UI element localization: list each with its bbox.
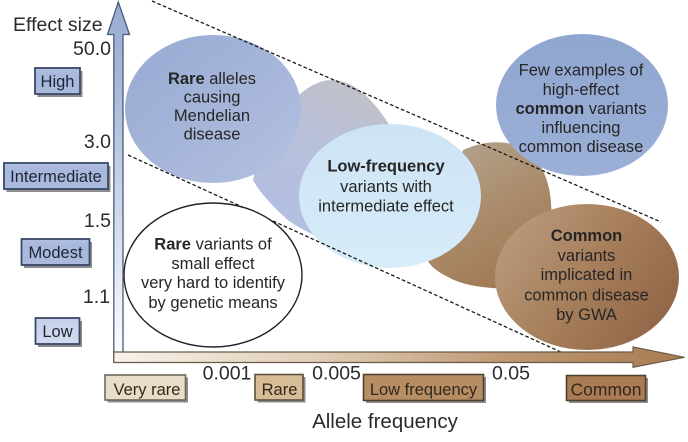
svg-text:Effect size: Effect size [13,14,103,36]
svg-text:common disease: common disease [524,287,649,305]
svg-text:50.0: 50.0 [73,38,111,60]
svg-text:Low frequency: Low frequency [370,381,478,399]
svg-text:influencing: influencing [542,119,621,137]
svg-text:by genetic means: by genetic means [148,294,277,312]
svg-text:Common: Common [571,380,642,400]
svg-text:Mendelian: Mendelian [174,107,250,125]
svg-text:variants: variants [558,247,616,265]
svg-text:0.05: 0.05 [492,363,530,385]
svg-text:implicated in: implicated in [541,266,633,284]
svg-text:Intermediate: Intermediate [10,168,102,186]
svg-text:variants with: variants with [340,178,432,196]
svg-text:by GWA: by GWA [556,306,617,324]
svg-text:common variants: common variants [515,100,646,118]
svg-text:0.005: 0.005 [312,363,361,385]
svg-text:common disease: common disease [519,138,644,156]
svg-text:Very rare: Very rare [114,381,181,399]
svg-text:Low: Low [42,323,72,341]
svg-text:very hard to identify: very hard to identify [141,274,286,292]
svg-text:Allele frequency: Allele frequency [312,410,459,433]
svg-text:High: High [41,73,75,91]
svg-text:intermediate effect: intermediate effect [318,198,454,216]
svg-text:Rare: Rare [262,381,298,399]
svg-text:Modest: Modest [28,244,83,262]
svg-text:Low-frequency: Low-frequency [327,158,445,176]
svg-text:high-effect: high-effect [543,81,620,99]
svg-text:causing: causing [184,89,241,107]
svg-text:1.5: 1.5 [84,210,111,232]
svg-text:3.0: 3.0 [84,131,111,153]
svg-text:small effect: small effect [171,255,255,273]
svg-text:1.1: 1.1 [83,286,110,308]
svg-text:Few examples of: Few examples of [519,62,644,80]
svg-text:Rare variants of: Rare variants of [154,236,272,254]
svg-text:Common: Common [551,227,623,245]
svg-text:0.001: 0.001 [203,363,252,385]
svg-text:Rare alleles: Rare alleles [168,70,256,88]
svg-text:disease: disease [184,126,241,144]
